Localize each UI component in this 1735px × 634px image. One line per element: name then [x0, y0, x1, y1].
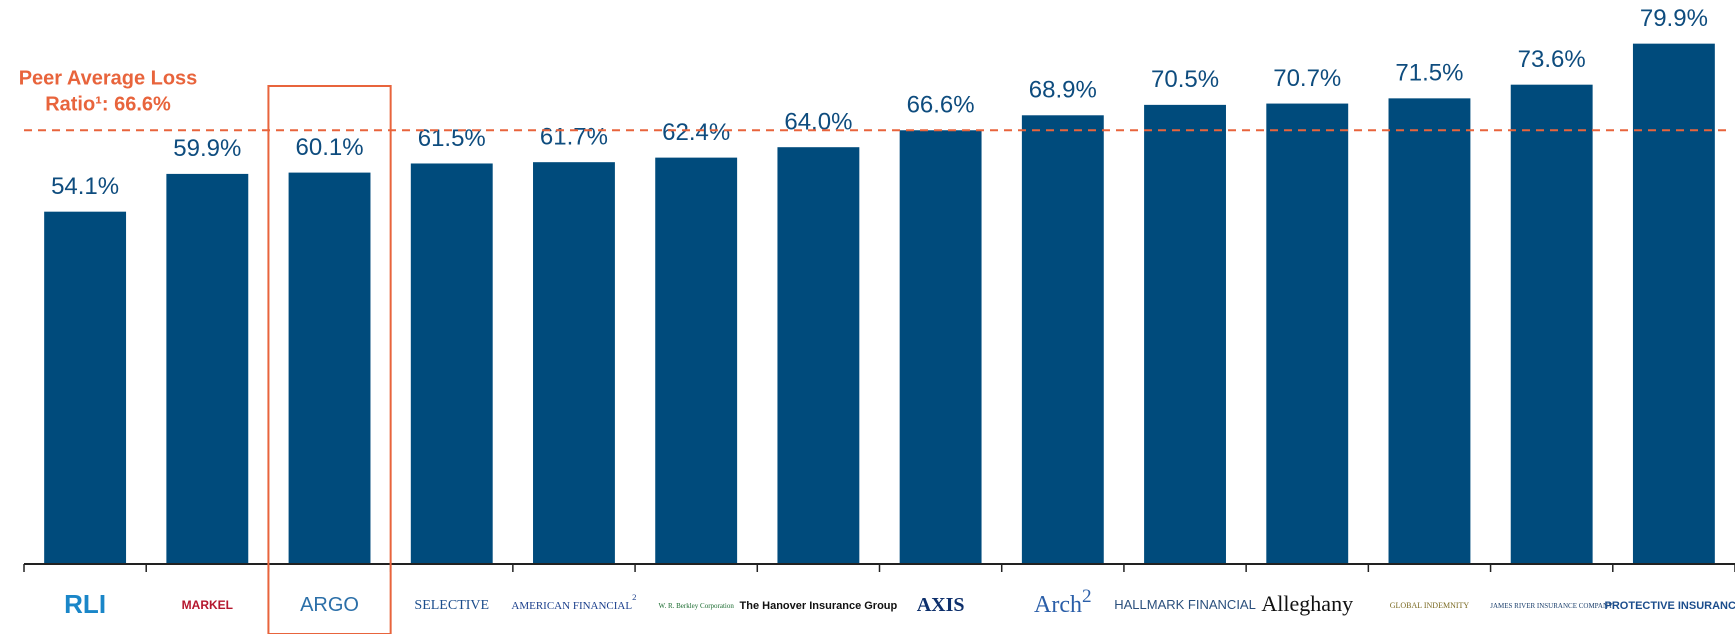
data-label: 71.5% [1395, 60, 1463, 87]
category-name: W. R. Berkley Corporation [658, 602, 734, 610]
data-label: 61.5% [418, 125, 486, 152]
bar [1632, 43, 1715, 565]
category-label: JAMES RIVER INSURANCE COMPANY [1490, 602, 1613, 610]
bar [899, 130, 982, 564]
category-superscript: 2 [632, 592, 636, 602]
reference-label: Ratio¹: 66.6% [45, 93, 171, 115]
data-label: 79.9% [1640, 5, 1708, 32]
category-label: SELECTIVE [414, 598, 489, 613]
bar [1144, 104, 1226, 565]
category-name: RLI [64, 589, 106, 619]
category-name: GLOBAL INDEMNITY [1390, 601, 1470, 610]
category-name: ARGO [300, 594, 359, 616]
bar [410, 163, 493, 564]
data-label: 70.7% [1273, 65, 1341, 92]
category-name: Alleghany [1261, 591, 1353, 616]
category-label: RLI [64, 589, 106, 619]
data-label: 59.9% [173, 135, 241, 162]
category-superscript: 2 [1082, 586, 1092, 607]
category-label: AXIS [917, 594, 965, 616]
category-label: MARKEL [182, 598, 233, 612]
category-label: The Hanover Insurance Group [740, 600, 898, 612]
highlight-box [267, 85, 392, 634]
category-name: AMERICAN FINANCIAL [511, 600, 632, 612]
bar [655, 157, 738, 564]
data-label: 73.6% [1518, 46, 1586, 73]
data-label: 60.1% [296, 134, 364, 161]
bar [1021, 115, 1104, 564]
bar [44, 211, 127, 564]
bar [288, 172, 371, 564]
category-name: SELECTIVE [414, 598, 489, 613]
data-label: 62.4% [662, 119, 730, 146]
bar [533, 162, 615, 564]
category-name: AXIS [917, 594, 965, 616]
category-label: Alleghany [1261, 591, 1353, 616]
category-name: Arch [1034, 592, 1082, 618]
category-name: HALLMARK FINANCIAL [1114, 597, 1256, 612]
data-label: 66.6% [907, 92, 975, 119]
category-label: Arch2 [1034, 586, 1092, 617]
reference-label: Peer Average Loss [19, 67, 198, 89]
category-name: JAMES RIVER INSURANCE COMPANY [1490, 602, 1613, 610]
data-label: 54.1% [51, 173, 119, 200]
category-label: HALLMARK FINANCIAL [1114, 597, 1256, 612]
bar [777, 147, 860, 564]
category-name: The Hanover Insurance Group [740, 600, 898, 612]
bar [1510, 84, 1593, 565]
category-label: W. R. Berkley Corporation [658, 602, 734, 610]
category-name: PROTECTIVE INSURANCE [1605, 600, 1735, 612]
category-name: MARKEL [182, 598, 233, 612]
data-label: 64.0% [784, 109, 852, 136]
bar [166, 173, 249, 564]
data-label: 70.5% [1151, 66, 1219, 93]
data-label: 61.7% [540, 124, 608, 151]
category-label: PROTECTIVE INSURANCE [1605, 600, 1735, 612]
category-label: GLOBAL INDEMNITY [1390, 601, 1470, 610]
bar [1388, 98, 1471, 564]
bar [1266, 103, 1349, 564]
category-label: ARGO [300, 594, 359, 616]
category-label: AMERICAN FINANCIAL2 [511, 592, 636, 612]
data-label: 68.9% [1029, 77, 1097, 104]
